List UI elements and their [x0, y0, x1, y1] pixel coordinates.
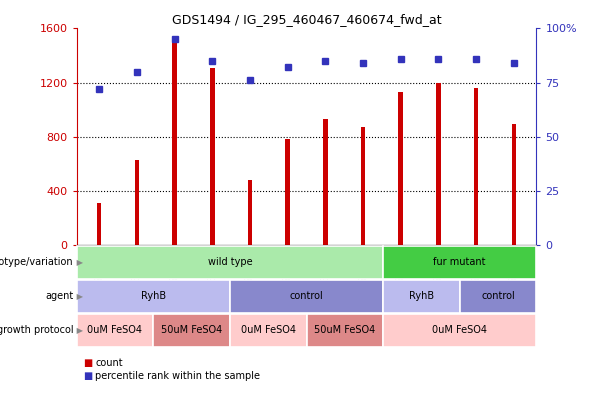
Bar [153, 314, 230, 347]
Bar [323, 119, 327, 245]
Text: 0uM FeSO4: 0uM FeSO4 [88, 326, 142, 335]
Text: 50uM FeSO4: 50uM FeSO4 [314, 326, 375, 335]
Bar [383, 280, 460, 313]
Bar [230, 280, 383, 313]
Text: ■: ■ [83, 371, 92, 381]
Bar [230, 314, 306, 347]
Bar [306, 314, 383, 347]
Bar [210, 68, 215, 245]
Text: RyhB: RyhB [409, 292, 434, 301]
Text: agent: agent [45, 292, 74, 301]
Bar [474, 88, 478, 245]
Text: percentile rank within the sample: percentile rank within the sample [95, 371, 260, 381]
Text: wild type: wild type [208, 258, 252, 267]
Bar [77, 280, 230, 313]
Bar [172, 39, 177, 245]
Text: ▶: ▶ [74, 292, 83, 301]
Text: 0uM FeSO4: 0uM FeSO4 [432, 326, 487, 335]
Bar [383, 314, 536, 347]
Title: GDS1494 / IG_295_460467_460674_fwd_at: GDS1494 / IG_295_460467_460674_fwd_at [172, 13, 441, 26]
Text: genotype/variation: genotype/variation [0, 258, 74, 267]
Bar [248, 180, 252, 245]
Text: control: control [481, 292, 515, 301]
Text: ▶: ▶ [74, 258, 83, 267]
Bar [97, 203, 102, 245]
Bar [286, 139, 290, 245]
Bar [511, 124, 516, 245]
Bar [135, 160, 139, 245]
Text: 50uM FeSO4: 50uM FeSO4 [161, 326, 222, 335]
Bar [77, 246, 383, 279]
Text: RyhB: RyhB [141, 292, 166, 301]
Text: control: control [289, 292, 324, 301]
Text: count: count [95, 358, 123, 368]
Text: 0uM FeSO4: 0uM FeSO4 [241, 326, 295, 335]
Bar [383, 246, 536, 279]
Text: growth protocol: growth protocol [0, 326, 74, 335]
Text: ▶: ▶ [74, 326, 83, 335]
Bar [398, 92, 403, 245]
Bar [436, 83, 441, 245]
Bar [77, 314, 153, 347]
Bar [361, 127, 365, 245]
Bar [460, 280, 536, 313]
Text: fur mutant: fur mutant [433, 258, 486, 267]
Text: ■: ■ [83, 358, 92, 368]
